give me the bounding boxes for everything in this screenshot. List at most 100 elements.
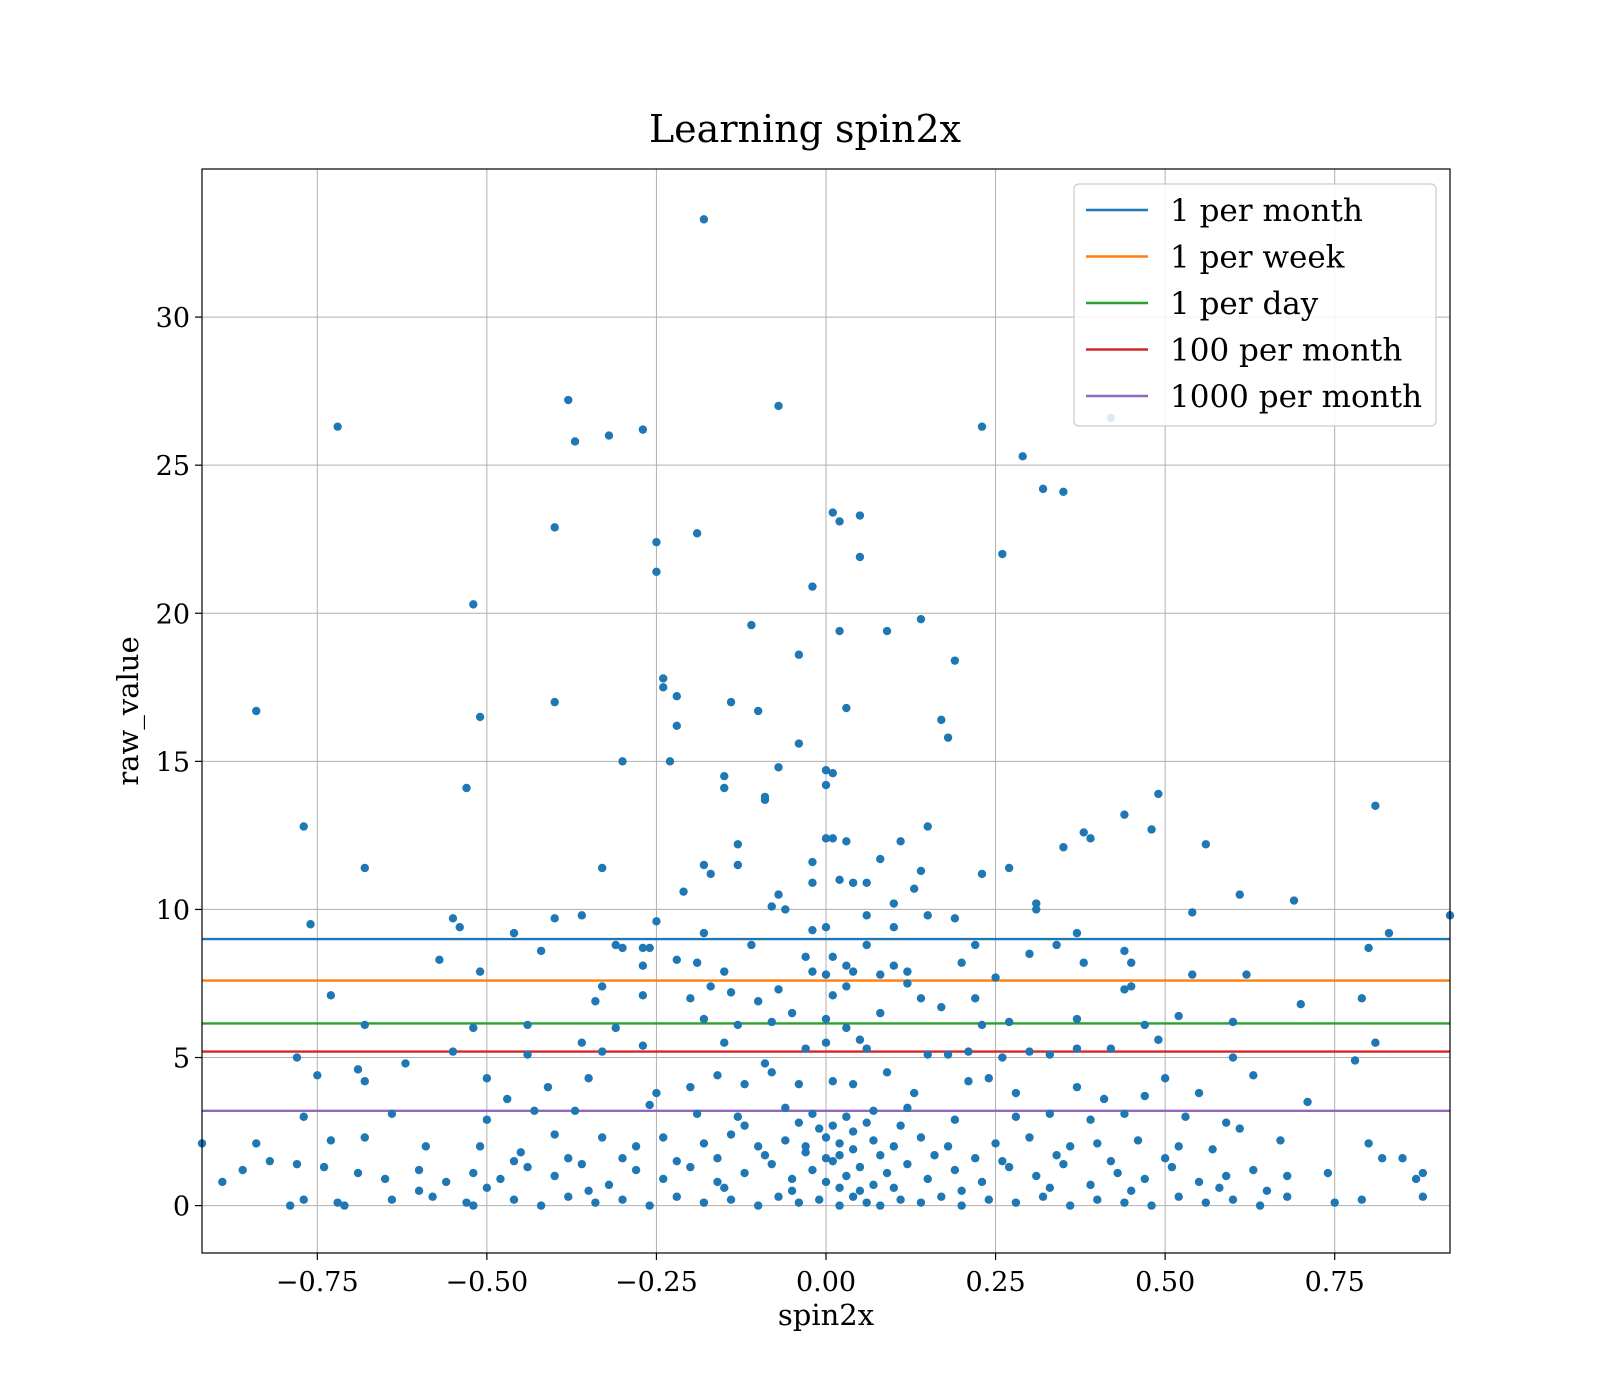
data-point: [815, 1124, 824, 1133]
data-point: [1418, 1192, 1428, 1201]
data-point: [1059, 1159, 1068, 1169]
data-point: [923, 822, 932, 831]
data-point: [469, 1168, 478, 1178]
data-point: [618, 1195, 627, 1204]
data-point: [1371, 801, 1380, 810]
data-point: [753, 997, 763, 1006]
data-point: [1106, 1044, 1116, 1053]
data-point: [550, 697, 559, 707]
data-point: [360, 863, 369, 873]
data-point: [448, 914, 458, 923]
data-point: [1154, 789, 1163, 799]
data-point: [252, 1139, 261, 1148]
data-point: [1296, 1000, 1305, 1009]
data-point: [326, 991, 336, 1000]
data-point: [998, 1156, 1007, 1166]
data-point: [482, 1074, 492, 1083]
data-point: [821, 780, 831, 790]
data-point: [1235, 890, 1244, 899]
data-point: [672, 1192, 681, 1201]
data-point: [787, 1174, 797, 1184]
data-point: [652, 917, 661, 926]
x-tick-label: −0.25: [615, 1267, 698, 1298]
data-point: [469, 1201, 478, 1210]
data-point: [699, 1014, 709, 1024]
chart-title: Learning spin2x: [649, 107, 961, 151]
y-tick-label: 30: [156, 303, 190, 334]
data-point: [1289, 896, 1299, 905]
data-point: [1032, 1171, 1041, 1181]
data-point: [265, 1156, 275, 1166]
data-point: [1072, 928, 1082, 938]
data-point: [1086, 834, 1095, 843]
data-points: [197, 215, 1455, 1210]
data-point: [1025, 1133, 1034, 1142]
data-point: [753, 706, 763, 716]
x-tick-label: 0.50: [1135, 1267, 1195, 1298]
data-point: [652, 567, 661, 576]
data-point: [1174, 1142, 1183, 1151]
data-point: [1025, 949, 1034, 959]
data-point: [950, 1165, 960, 1175]
data-point: [1004, 1162, 1014, 1172]
data-point: [991, 1139, 1000, 1148]
data-point: [815, 1195, 824, 1204]
data-point: [876, 854, 885, 864]
data-point: [835, 517, 844, 526]
data-point: [1384, 928, 1394, 938]
x-tick-label: 0.25: [966, 1267, 1026, 1298]
data-point: [1201, 1198, 1211, 1207]
data-point: [672, 721, 681, 731]
data-point: [1418, 1168, 1428, 1178]
data-point: [387, 1109, 397, 1118]
data-point: [577, 1159, 587, 1169]
data-point: [855, 1162, 865, 1172]
data-point: [1086, 1115, 1095, 1124]
data-point: [896, 1195, 905, 1204]
data-point: [794, 1118, 804, 1127]
data-point: [1093, 1139, 1102, 1148]
data-point: [781, 905, 790, 914]
data-point: [1208, 1145, 1217, 1154]
data-point: [299, 822, 308, 831]
data-point: [733, 840, 743, 849]
data-point: [475, 1142, 485, 1151]
data-point: [801, 952, 810, 962]
data-point: [767, 1068, 776, 1077]
data-point: [753, 1142, 763, 1151]
x-tick-label: −0.75: [276, 1267, 359, 1298]
data-point: [971, 1154, 980, 1163]
data-point: [821, 766, 831, 775]
data-point: [414, 1165, 424, 1175]
data-point: [862, 1118, 871, 1127]
data-point: [998, 1053, 1007, 1062]
data-point: [937, 1002, 946, 1012]
data-point: [591, 1198, 600, 1207]
data-point: [679, 887, 688, 896]
data-point: [1249, 1165, 1258, 1175]
data-point: [855, 511, 865, 520]
data-point: [530, 1106, 539, 1116]
data-point: [1018, 452, 1027, 461]
data-point: [1147, 825, 1156, 834]
data-point: [1079, 958, 1088, 967]
data-point: [998, 549, 1007, 559]
data-point: [909, 884, 919, 893]
legend: 1 per month 1 per week 1 per day 100 per mo…: [1073, 183, 1437, 427]
data-point: [360, 1133, 369, 1142]
data-point: [591, 997, 600, 1006]
data-point: [1140, 1174, 1149, 1184]
data-point: [1181, 1112, 1190, 1121]
data-point: [801, 1044, 810, 1053]
data-point: [835, 1151, 844, 1160]
data-point: [313, 1071, 322, 1080]
data-point: [1038, 1192, 1048, 1201]
data-point: [842, 1171, 851, 1181]
data-point: [1059, 487, 1068, 497]
data-point: [848, 1127, 858, 1136]
data-point: [353, 1065, 363, 1074]
data-point: [584, 1186, 593, 1196]
data-point: [828, 1121, 837, 1130]
data-point: [509, 1195, 519, 1204]
x-tick-label: 0.00: [796, 1267, 856, 1298]
